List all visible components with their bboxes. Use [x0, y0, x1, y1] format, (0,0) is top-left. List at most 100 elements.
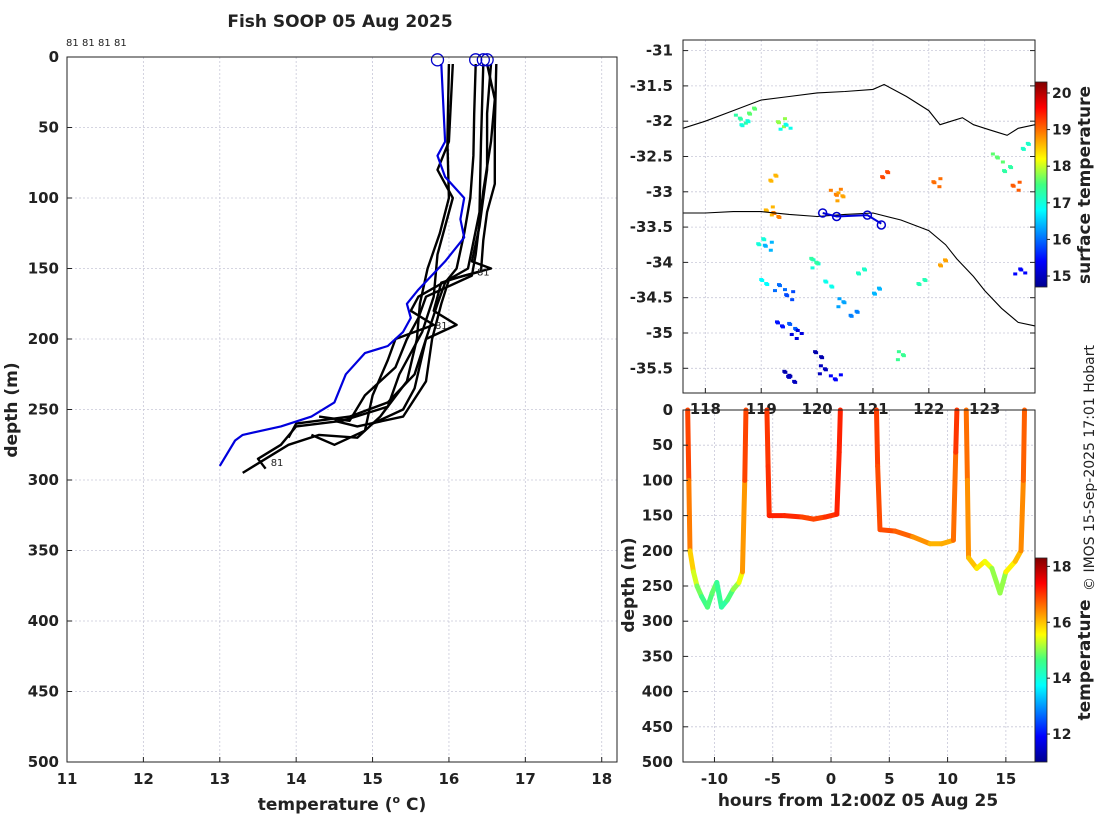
- profile-start-marker: [476, 53, 490, 67]
- map-sst-cell: [769, 213, 774, 217]
- timeseries-x-tick-label: 15: [995, 770, 1016, 788]
- map-lat-ticks: -31 -31.5 -32 -32.5 -33 -33.5 -34 -34.5 -35 -35.5: [630, 42, 1035, 377]
- map-sst-cell: [876, 286, 881, 290]
- profile-x-tick-label: 16: [439, 770, 460, 788]
- map-lat-tick-label: -35: [646, 324, 673, 342]
- map-sst-cell: [885, 170, 890, 174]
- timeseries-segment-dive-2: [834, 449, 842, 517]
- timeseries-y-tick-label: 0: [663, 401, 673, 419]
- map-sst-cell: [784, 293, 789, 297]
- map-sst-cell: [747, 111, 752, 115]
- map-sst-cell: [781, 125, 786, 129]
- map-sst-cell: [772, 289, 777, 293]
- map-sst-cell: [764, 282, 769, 286]
- timeseries-segment-dive-1: [739, 477, 748, 575]
- timeseries-segment-dive-2: [836, 407, 843, 455]
- map-shelf-line: [683, 211, 1036, 327]
- map-colorbar-tick-label: 19: [1052, 123, 1071, 139]
- map-sst-cell: [782, 117, 787, 121]
- profile-top-label: 81: [98, 38, 111, 49]
- map-lon-tick-label: 118: [690, 400, 721, 418]
- map-sst-cell: [795, 328, 800, 332]
- map-sst-cell: [782, 369, 787, 373]
- map-sst-cell: [922, 278, 927, 282]
- map-lat-tick-label: -31.5: [630, 77, 673, 95]
- map-lon-tick-label: 119: [746, 400, 777, 418]
- map-lat-tick-label: -34: [646, 253, 673, 271]
- map-sst-cell: [768, 178, 773, 182]
- map-colorbar-tick-label: 17: [1052, 196, 1071, 212]
- map-sst-cell: [1020, 146, 1025, 150]
- map-sst-cell: [895, 358, 900, 362]
- map-sst-cell: [768, 248, 773, 252]
- profile-y-tick-label: 350: [28, 542, 59, 560]
- map-track-marker: [862, 210, 873, 220]
- map-lon-tick-label: 121: [857, 400, 888, 418]
- timeseries-segment-dive-1: [686, 477, 693, 554]
- timeseries-y-ticks: 0 50 100 150 200 250 300 350 400 450 500: [642, 401, 688, 771]
- map-track-line: [822, 212, 882, 225]
- map-sst-cell: [774, 320, 779, 324]
- profile-x-tick-label: 17: [515, 770, 536, 788]
- map-sst-cell: [790, 298, 795, 302]
- map-sst-cell: [1008, 165, 1013, 169]
- map-sst-cell: [828, 188, 833, 192]
- map-sst-cell: [900, 353, 905, 357]
- profile-line-profile-2: [256, 63, 454, 470]
- map-sst-cell: [938, 263, 943, 267]
- map-sst-cell: [788, 126, 793, 130]
- map-sst-cell: [799, 331, 804, 335]
- map-sst-cell: [745, 119, 750, 123]
- profile-curve-labels: 81 81 81: [271, 268, 490, 469]
- map-sst-cell: [775, 120, 780, 124]
- map-sst-cell: [1000, 160, 1005, 164]
- map-sst-cell: [833, 192, 838, 196]
- map-sst-cell: [759, 278, 764, 282]
- timeseries-segment-dive-4: [964, 477, 972, 561]
- map-sst-cell: [1017, 180, 1022, 184]
- map-lat-tick-label: -35.5: [630, 359, 673, 377]
- map-lat-tick-label: -31: [646, 42, 673, 60]
- profile-line-profile-6: [310, 63, 485, 446]
- profile-start-marker: [430, 53, 445, 67]
- map-sst-cell: [837, 297, 842, 301]
- map-background: [683, 40, 1035, 393]
- map-sst-cell: [810, 266, 815, 270]
- map-lat-tick-label: -33.5: [630, 218, 673, 236]
- map-sst-cell: [822, 367, 827, 371]
- timeseries-segment-dive-2: [764, 407, 771, 469]
- map-track-marker: [876, 220, 887, 230]
- map-sst-cell: [1023, 271, 1028, 275]
- map-sst-cell: [1025, 141, 1030, 145]
- profile-y-tick-label: 400: [28, 612, 59, 630]
- map-lon-tick-label: 120: [801, 400, 832, 418]
- map-sst-cell: [776, 283, 781, 287]
- timeseries-colorbar-ticks: 12 14 16 18: [1047, 559, 1072, 743]
- map-lat-tick-label: -34.5: [630, 289, 673, 307]
- timeseries-y-tick-label: 50: [652, 436, 673, 454]
- map-sst-cell: [793, 326, 798, 330]
- map-colorbar-label: surface temperature: [1075, 86, 1095, 284]
- map-sst-patches: [733, 106, 1031, 384]
- map-panel: -31 -31.5 -32 -32.5 -33 -33.5 -34 -34.5 -35 -35.5…: [630, 39, 1095, 418]
- map-sst-cell: [770, 205, 775, 209]
- map-sst-cell: [836, 191, 841, 195]
- profile-x-label-tail: C): [400, 795, 426, 815]
- profile-x-ticks: 11 12 13 14 15 16 17 18: [57, 757, 612, 788]
- profile-line-profile-7: [318, 63, 496, 422]
- map-track: [817, 208, 887, 230]
- map-sst-cell: [779, 324, 784, 328]
- map-sst-cell: [848, 313, 853, 317]
- timeseries-segment-dive-4: [963, 407, 970, 483]
- profile-y-tick-label: 200: [28, 330, 59, 348]
- profile-y-tick-label: 450: [28, 683, 59, 701]
- profile-line-profile-3: [287, 63, 477, 439]
- timeseries-segment-dive-2: [781, 513, 805, 520]
- map-coastline-line: [682, 83, 1036, 136]
- map-sst-cell: [776, 214, 781, 218]
- timeseries-y-tick-label: 350: [642, 647, 673, 665]
- timeseries-colorbar-tick-label: 12: [1052, 727, 1071, 743]
- timeseries-x-tick-label: 0: [826, 770, 836, 788]
